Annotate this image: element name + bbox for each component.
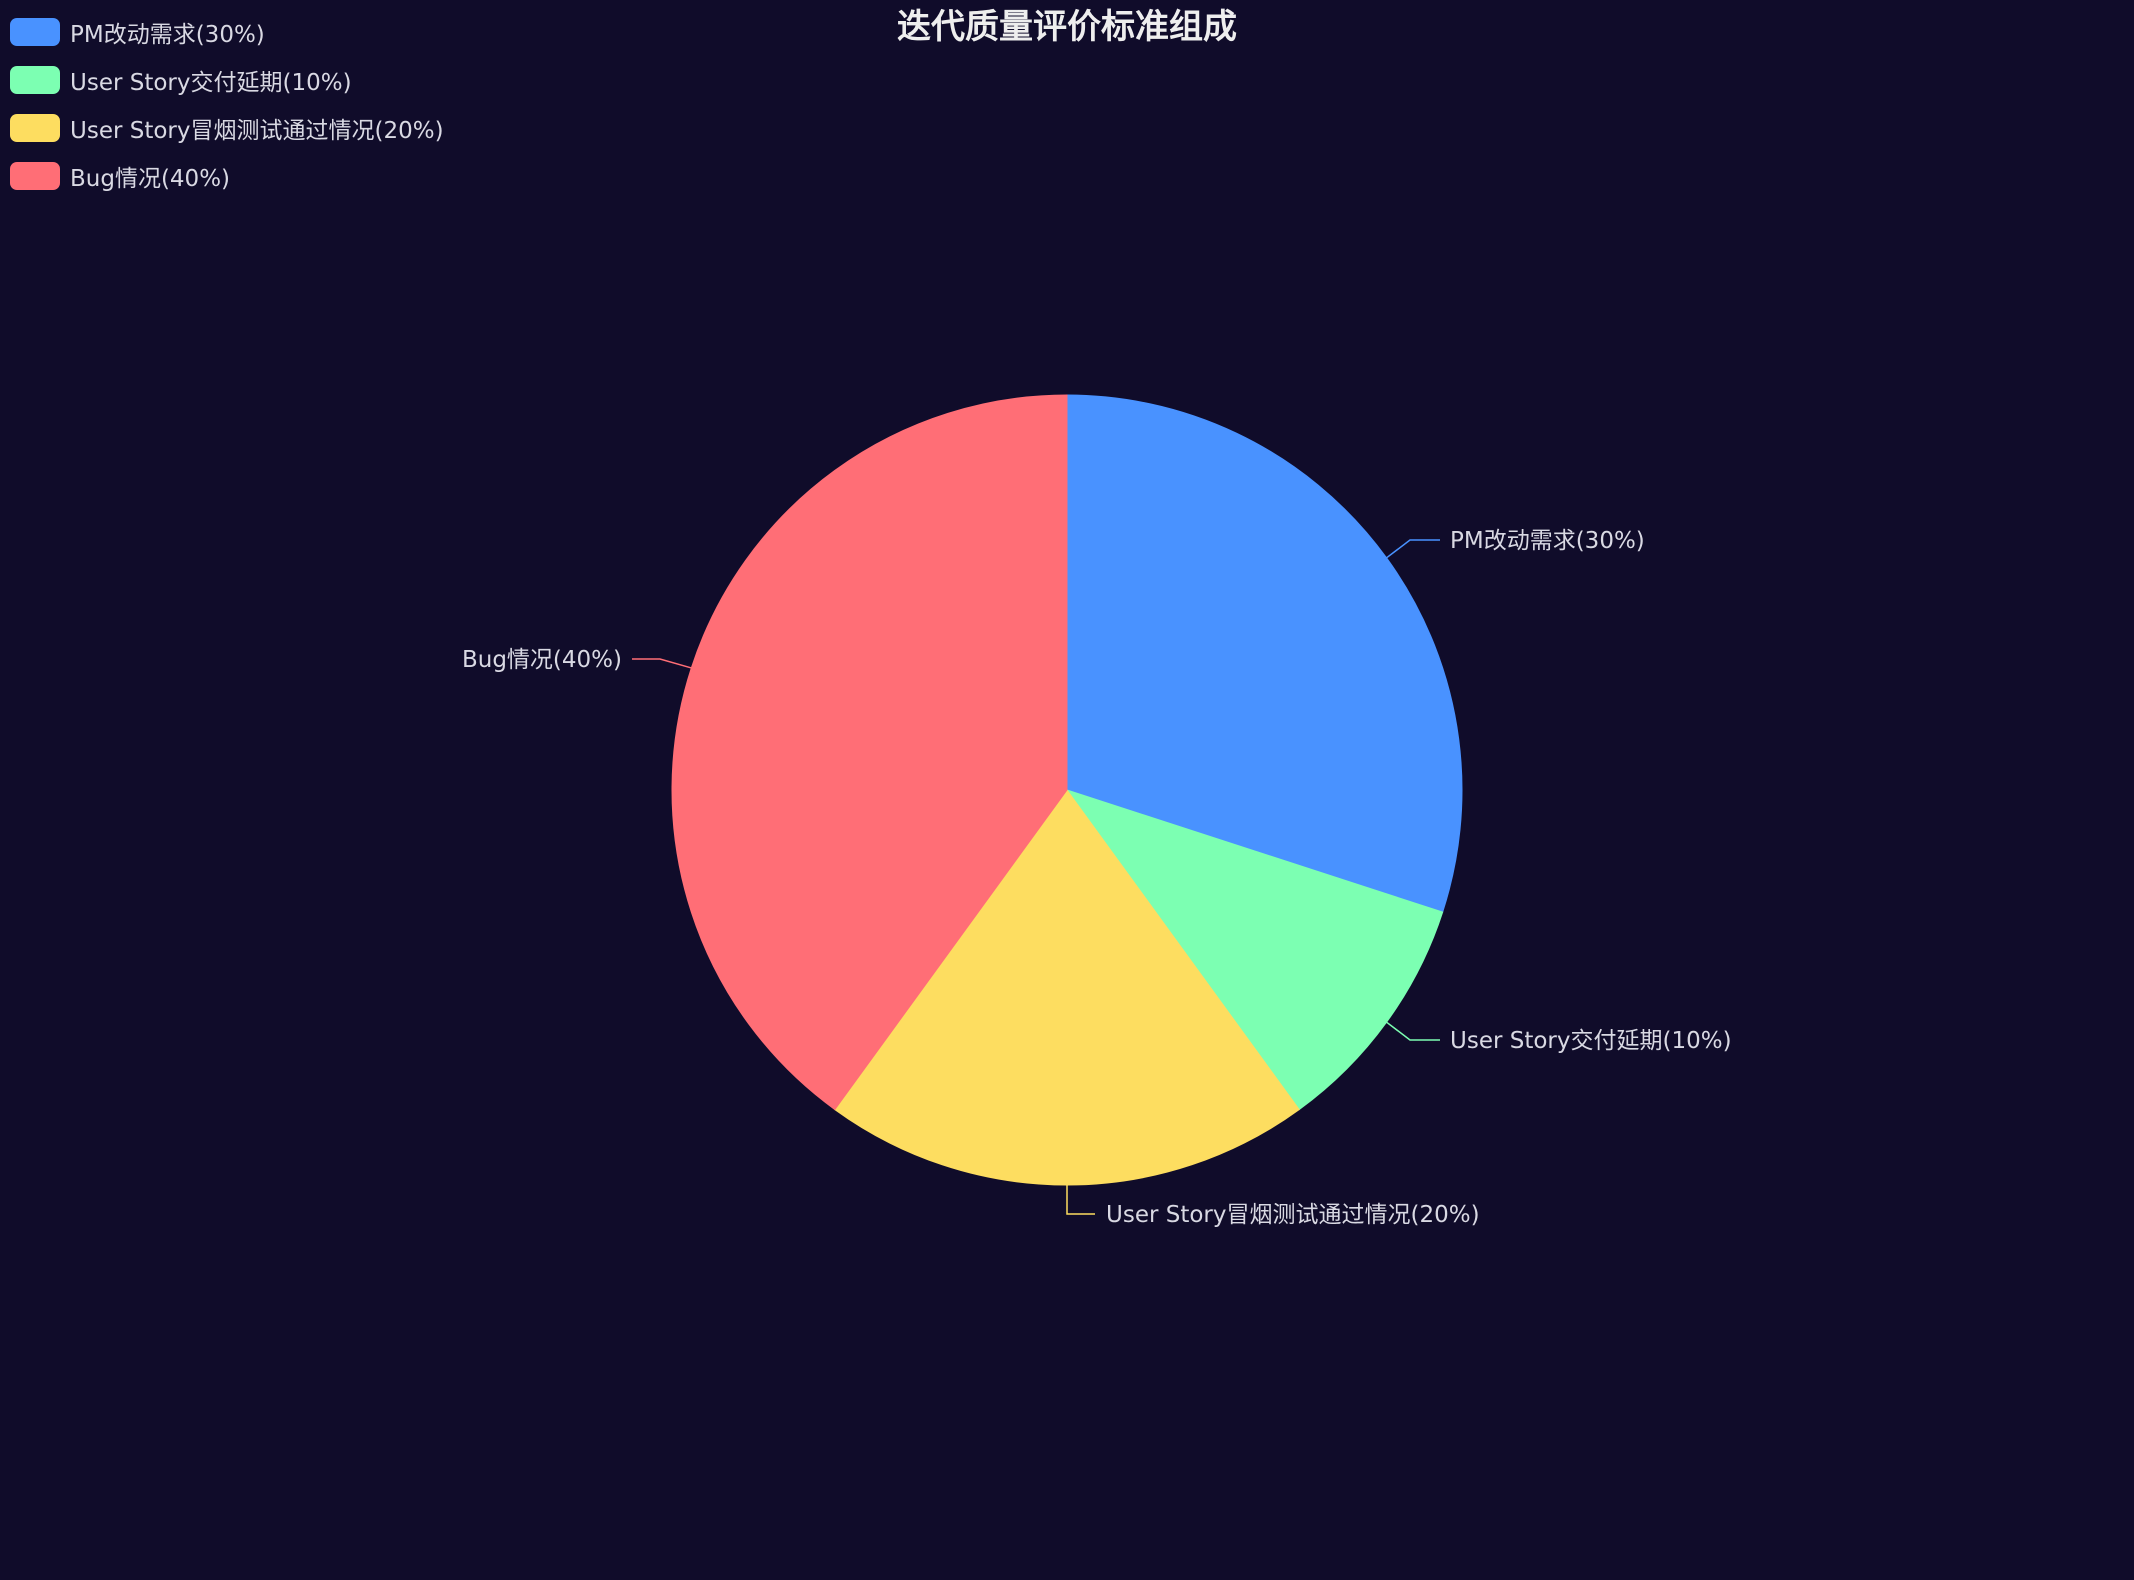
legend-item[interactable]: PM改动需求(30%) (10, 8, 444, 56)
legend-label: User Story冒烟测试通过情况(20%) (70, 118, 444, 144)
leader-line (1386, 539, 1440, 559)
legend-swatch (10, 114, 60, 142)
leader-line (632, 658, 692, 669)
leader-line (1386, 1021, 1440, 1041)
slice-label: User Story交付延期(10%) (1450, 1028, 1732, 1054)
legend: PM改动需求(30%) User Story交付延期(10%) User Story… (10, 8, 444, 200)
chart-title: 迭代质量评价标准组成 (897, 7, 1237, 47)
legend-label: User Story交付延期(10%) (70, 70, 352, 96)
legend-swatch (10, 66, 60, 94)
pie-slice[interactable] (671, 394, 1068, 1111)
legend-label: Bug情况(40%) (70, 166, 231, 192)
leader-line (1066, 1185, 1095, 1215)
slice-label: PM改动需求(30%) (1450, 528, 1645, 554)
pie-slices (671, 394, 1463, 1186)
pie-slice[interactable] (1065, 789, 1444, 1111)
legend-item[interactable]: User Story交付延期(10%) (10, 56, 444, 104)
slice-labels: PM改动需求(30%) User Story交付延期(10%) User Story… (462, 528, 1732, 1228)
legend-swatch (10, 162, 60, 190)
pie-slice[interactable] (1066, 394, 1463, 913)
legend-item[interactable]: User Story冒烟测试通过情况(20%) (10, 104, 444, 152)
leader-lines (632, 539, 1440, 1215)
legend-swatch (10, 18, 60, 46)
legend-label: PM改动需求(30%) (70, 22, 265, 48)
slice-label: Bug情况(40%) (462, 647, 622, 673)
legend-item[interactable]: Bug情况(40%) (10, 152, 444, 200)
slice-label: User Story冒烟测试通过情况(20%) (1106, 1202, 1480, 1228)
